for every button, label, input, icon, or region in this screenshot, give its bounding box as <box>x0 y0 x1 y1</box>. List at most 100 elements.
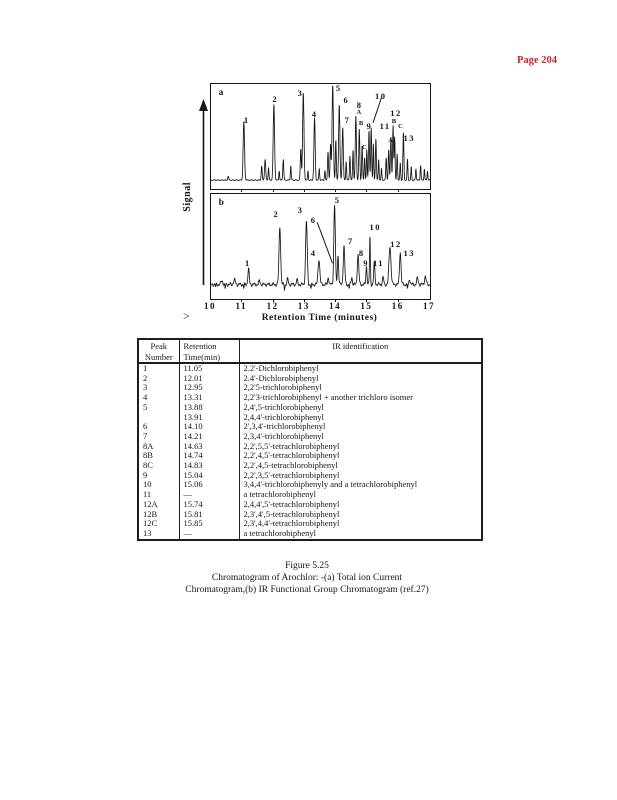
ir-identification-cell: 2,2',3,5'-tetrachlorobiphenyl <box>238 470 482 481</box>
axis-ticks-b <box>210 299 429 303</box>
table-row: 8C 14.83 2,2',4,5-tetrachlorobiphenyl <box>137 461 482 471</box>
peak-label-b-11: 11 <box>373 258 385 269</box>
peak-label-a-12: 12 <box>390 108 402 119</box>
table-row: 11— a tetrachlorobiphenyl <box>137 490 482 500</box>
retention-time-cell: 12.01 <box>178 373 239 384</box>
axis-tick <box>241 299 243 302</box>
chromatogram-trace-a <box>211 85 430 181</box>
peak-label-a-4: 4 <box>311 109 317 120</box>
x-tick-label-12: 12 <box>266 301 279 311</box>
retention-time-cell: 12.95 <box>178 383 239 394</box>
peak-number-cell: 8A <box>137 441 179 452</box>
retention-time-cell: 14.74 <box>178 451 239 462</box>
peak-label-a-a: A <box>388 136 393 144</box>
peak-number-cell: 5 <box>137 402 179 413</box>
peak-label-a-5: 5 <box>335 83 341 93</box>
peak-label-a-b: B <box>358 119 364 127</box>
peak-labels-a: a 1 2 3 4 5 6 7 8 A B C 9 10 11 12 B C A 13 <box>211 84 430 189</box>
axis-tick <box>366 189 368 192</box>
peak-number-cell: 12A <box>137 499 179 510</box>
peak-label-b-4: 4 <box>310 247 315 258</box>
table-row: 13— a tetrachlorobiphenyl <box>137 528 482 540</box>
peak-label-a-a: A <box>356 109 362 117</box>
caption-line-1: Figure 5.25 <box>285 561 329 571</box>
table-row: 12C 15.85 2,3',4,4'-tetrachlorobiphenyl <box>137 519 482 529</box>
ir-identification-cell: 2,2',5,5'-tetrachlorobiphenyl <box>238 441 482 452</box>
peak-labels-b: b 1 2 3 4 5 6 7 8 9 10 11 12 13 <box>211 194 430 299</box>
ir-identification-cell: 2,4',5-trichlorobiphenyl <box>238 402 482 413</box>
peak-label-a-9: 9 <box>366 120 371 131</box>
ir-identification-cell: 2,2'3-trichlorobiphenyl + another trichl… <box>238 393 482 403</box>
table-header-cell: IR identification <box>238 339 482 364</box>
retention-time-cell: — <box>178 490 239 500</box>
axis-tick <box>241 189 243 192</box>
peak-label-b-8: 8 <box>358 247 364 258</box>
peak-label-a-b: B <box>391 117 397 125</box>
peak-label-b-13: 13 <box>403 247 415 258</box>
retention-time-cell: 13.31 <box>178 393 239 403</box>
peak-label-b-5: 5 <box>334 195 340 206</box>
x-tick-label-17: 17 <box>423 301 435 311</box>
peak-number-cell: 9 <box>137 470 179 481</box>
ir-identification-cell: 2,4,4',5'-tetrachlorobiphenyl <box>238 499 482 510</box>
table-row: 6 14.10 2',3,4'-trichlorobiphenyl <box>137 422 482 432</box>
ir-identification-cell: 2,4,4'-trichlorobiphenyl <box>238 412 482 423</box>
caption-line-3: Chromatogram,(b) IR Functional Group Chr… <box>185 585 429 595</box>
peak-label-b-12: 12 <box>390 239 402 250</box>
caption-line-2: Chromatogram of Arochlor: -(a) Total ion… <box>211 573 403 583</box>
axis-tick <box>397 189 399 192</box>
x-axis-title: Retention Time (minutes) <box>261 313 378 323</box>
peak-label-a-3: 3 <box>297 88 302 99</box>
peak-number-cell: 2 <box>137 373 179 384</box>
ir-identification-cell: 2,3',4,4'-tetrachlorobiphenyl <box>238 519 482 529</box>
peak-label-b-2: 2 <box>273 208 278 219</box>
peak-label-a-c: C <box>361 143 367 151</box>
peak-label-a-8: 8 <box>356 99 361 110</box>
table-header-cell: Peak Number <box>137 339 179 364</box>
ir-identification-cell: 2.4'-Dichlorobiphenyl <box>238 373 482 384</box>
axis-tick <box>366 299 368 302</box>
peak-number-cell: 10 <box>137 480 179 491</box>
peak-label-b-3: 3 <box>297 204 302 215</box>
retention-time-cell: 14.10 <box>178 422 239 432</box>
table-row: 13.91 2,4,4'-trichlorobiphenyl <box>137 412 482 423</box>
signal-trace <box>211 204 430 291</box>
peak-label-a-10: 10 <box>374 91 387 102</box>
axis-ticks-a <box>210 189 429 193</box>
table-row: 12B 15.81 2,3',4',5-tetrachlorobiphenyl <box>137 509 482 520</box>
retention-time-cell: 15.74 <box>178 499 239 510</box>
axis-tick <box>397 299 399 302</box>
peak-number-cell: 7 <box>137 431 179 442</box>
peak-label-a-6: 6 <box>343 94 348 105</box>
table-row: 8A 14.63 2,2',5,5'-tetrachlorobiphenyl <box>137 441 482 452</box>
table-row: 7 14.21 2,3,4'-trichlorobiphenyl <box>137 431 482 442</box>
table-row: 12A 15.74 2,4,4',5'-tetrachlorobiphenyl <box>137 499 482 510</box>
peak-number-cell: 4 <box>137 393 179 403</box>
peak-table: Peak Number Retention Time(min) IR identific… <box>137 338 483 541</box>
table-row: 4 13.31 2,2'3-trichlorobiphenyl + another … <box>137 393 482 403</box>
peak-number-cell: 3 <box>137 383 179 394</box>
table-header-cell: Retention Time(min) <box>178 339 239 364</box>
table-row: 3 12.95 2,2'5-trichlorobiphenyl <box>137 383 482 394</box>
peak-label-b-1: 1 <box>245 258 250 269</box>
axis-tick <box>335 299 337 302</box>
table-header-row: Peak Number Retention Time(min) IR identific… <box>137 339 482 364</box>
signal-trace <box>211 85 430 181</box>
axis-tick <box>272 299 274 302</box>
peak-label-b-9: 9 <box>363 258 368 269</box>
retention-time-cell: 15.06 <box>178 480 239 491</box>
x-tick-label-15: 15 <box>360 301 373 311</box>
peak-number-cell: 12C <box>137 519 179 529</box>
axis-tick <box>303 299 305 302</box>
ir-identification-cell: 3,4,4'-trichlorobiphenyly and a tetrachl… <box>238 480 482 491</box>
x-tick-label-13: 13 <box>297 301 310 311</box>
axis-tick <box>335 189 337 192</box>
peak-number-cell: 13 <box>137 528 179 540</box>
axis-tick <box>272 189 274 192</box>
ir-identification-cell: a tetrachlorobiphenyl <box>238 528 482 540</box>
retention-time-cell: 15.85 <box>178 519 239 529</box>
cursor-char: > <box>183 309 190 323</box>
peak-pointer-line <box>316 222 334 264</box>
table-row: 8B 14.74 2,2',4,5'-tetrachlorobiphenyl <box>137 451 482 462</box>
peak-label-b-b: b <box>218 198 224 209</box>
